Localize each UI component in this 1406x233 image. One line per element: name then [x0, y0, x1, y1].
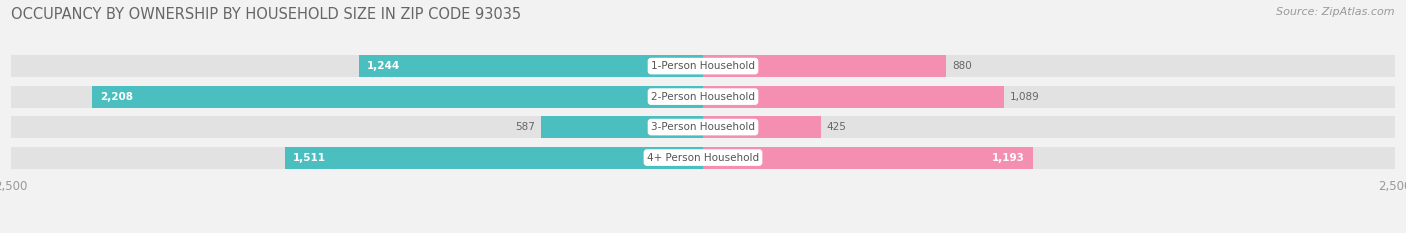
- Text: 587: 587: [515, 122, 536, 132]
- Bar: [703, 116, 1395, 138]
- Bar: [11, 55, 703, 77]
- Bar: [703, 147, 1395, 168]
- Text: 2,208: 2,208: [100, 92, 134, 102]
- Bar: [359, 55, 703, 77]
- Bar: [11, 116, 1395, 138]
- Bar: [11, 116, 703, 138]
- Bar: [11, 147, 1395, 168]
- Text: OCCUPANCY BY OWNERSHIP BY HOUSEHOLD SIZE IN ZIP CODE 93035: OCCUPANCY BY OWNERSHIP BY HOUSEHOLD SIZE…: [11, 7, 522, 22]
- Bar: [11, 55, 1395, 77]
- Bar: [540, 116, 703, 138]
- Text: 1,193: 1,193: [991, 153, 1025, 163]
- Text: 1,511: 1,511: [294, 153, 326, 163]
- Text: Source: ZipAtlas.com: Source: ZipAtlas.com: [1277, 7, 1395, 17]
- Text: 2-Person Household: 2-Person Household: [651, 92, 755, 102]
- Bar: [11, 147, 703, 168]
- Text: 425: 425: [827, 122, 846, 132]
- Bar: [703, 116, 821, 138]
- Bar: [285, 147, 703, 168]
- Bar: [11, 86, 1395, 108]
- Bar: [703, 55, 1395, 77]
- Text: 1,089: 1,089: [1010, 92, 1039, 102]
- Bar: [703, 86, 1004, 108]
- Bar: [703, 86, 1395, 108]
- Text: 4+ Person Household: 4+ Person Household: [647, 153, 759, 163]
- Text: 1,244: 1,244: [367, 61, 401, 71]
- Text: 1-Person Household: 1-Person Household: [651, 61, 755, 71]
- Bar: [11, 86, 703, 108]
- Bar: [703, 147, 1033, 168]
- Text: 3-Person Household: 3-Person Household: [651, 122, 755, 132]
- Bar: [91, 86, 703, 108]
- Bar: [703, 55, 946, 77]
- Text: 880: 880: [952, 61, 972, 71]
- Legend: Owner-occupied, Renter-occupied: Owner-occupied, Renter-occupied: [575, 230, 831, 233]
